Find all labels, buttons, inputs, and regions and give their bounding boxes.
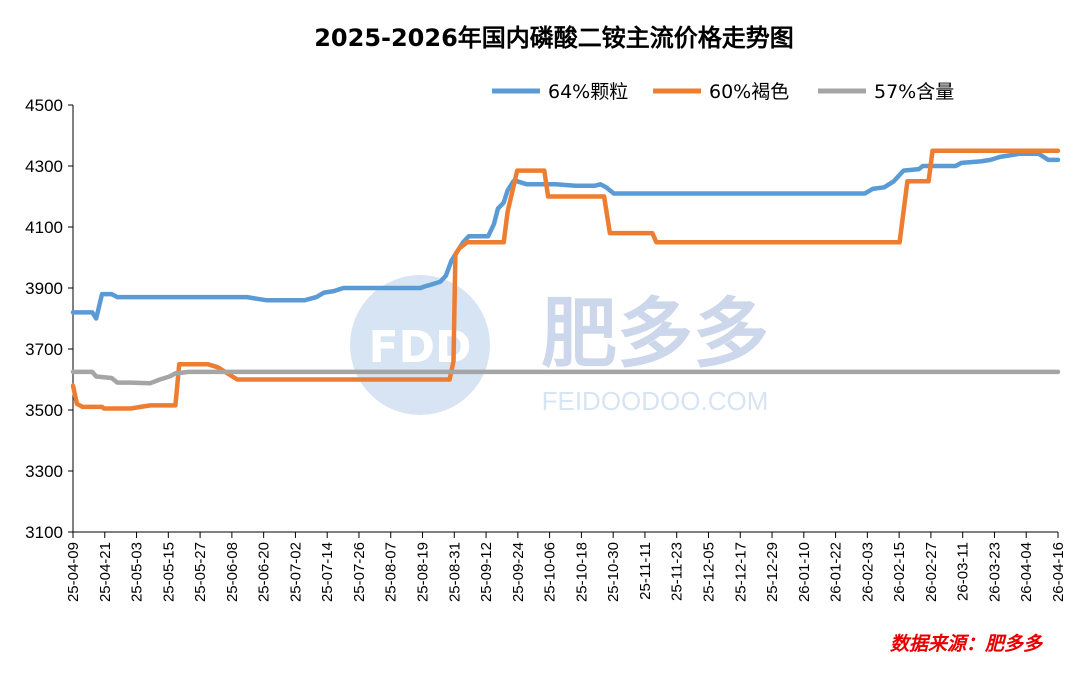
x-tick-label: 25-06-08 bbox=[224, 542, 241, 602]
x-tick-label: 25-05-27 bbox=[192, 542, 209, 602]
y-tick-label: 3100 bbox=[25, 523, 63, 542]
x-tick-label: 25-07-26 bbox=[351, 542, 368, 602]
y-tick-label: 4500 bbox=[25, 96, 63, 115]
y-tick-label: 3300 bbox=[25, 462, 63, 481]
series-layer bbox=[70, 148, 1061, 411]
legend: 64%颗粒 60%褐色 57%含量 bbox=[492, 81, 954, 103]
y-axis: 3100 3300 3500 3700 3900 4100 4300 4500 bbox=[25, 96, 74, 542]
series-line-2 bbox=[70, 148, 1061, 411]
x-tick-label: 25-04-21 bbox=[97, 542, 114, 602]
x-tick-label: 25-10-30 bbox=[605, 542, 622, 602]
legend-label: 64%颗粒 bbox=[548, 81, 628, 103]
x-tick-label: 26-01-10 bbox=[796, 542, 813, 602]
x-tick-label: 25-07-02 bbox=[287, 542, 304, 602]
y-tick-label: 4300 bbox=[25, 157, 63, 176]
x-tick-label: 25-12-17 bbox=[732, 542, 749, 602]
x-tick-label: 25-08-31 bbox=[446, 542, 463, 602]
x-tick-label: 25-10-06 bbox=[542, 542, 559, 602]
x-tick-label: 25-04-09 bbox=[65, 542, 82, 602]
watermark: FDD 肥多多 FEIDOODOO.COM bbox=[350, 275, 769, 416]
legend-label: 57%含量 bbox=[874, 81, 954, 103]
x-tick-label: 25-08-07 bbox=[383, 542, 400, 602]
watermark-brand-text: 肥多多 bbox=[541, 289, 769, 378]
x-tick-label: 26-02-27 bbox=[923, 542, 940, 602]
x-tick-label: 25-11-11 bbox=[637, 542, 654, 600]
x-tick-label: 26-01-22 bbox=[828, 542, 845, 602]
y-tick-label: 3700 bbox=[25, 340, 63, 359]
x-tick-label: 25-08-19 bbox=[415, 542, 432, 602]
x-tick-label: 26-04-16 bbox=[1050, 542, 1067, 602]
x-tick-label: 26-02-15 bbox=[891, 542, 908, 602]
x-tick-label: 26-03-11 bbox=[955, 542, 972, 601]
x-tick-label: 25-05-03 bbox=[129, 542, 146, 602]
source-label: 数据来源：肥多多 bbox=[890, 633, 1044, 655]
x-tick-label: 25-09-24 bbox=[510, 542, 527, 602]
series-line-3 bbox=[70, 369, 1061, 386]
y-tick-label: 3500 bbox=[25, 401, 63, 420]
x-tick-label: 25-10-18 bbox=[573, 542, 590, 602]
x-axis: 25-04-09 25-04-21 25-05-03 25-05-15 25-05-27… bbox=[65, 531, 1067, 602]
x-tick-label: 26-03-23 bbox=[986, 542, 1003, 602]
x-tick-label: 25-05-15 bbox=[160, 542, 177, 602]
x-tick-label: 25-07-14 bbox=[319, 542, 336, 602]
x-tick-label: 26-04-04 bbox=[1018, 542, 1035, 602]
x-tick-label: 25-09-12 bbox=[478, 542, 495, 602]
y-tick-label: 3900 bbox=[25, 279, 63, 298]
x-tick-label: 25-12-05 bbox=[700, 542, 717, 602]
watermark-url-text: FEIDOODOO.COM bbox=[542, 386, 769, 416]
x-tick-label: 26-02-03 bbox=[859, 542, 876, 602]
x-tick-label: 25-11-23 bbox=[669, 542, 686, 601]
x-tick-label: 25-06-20 bbox=[256, 542, 273, 602]
chart-title: 2025-2026年国内磷酸二铵主流价格走势图 bbox=[314, 24, 794, 52]
y-tick-label: 4100 bbox=[25, 218, 63, 237]
legend-label: 60%褐色 bbox=[709, 81, 789, 103]
x-tick-label: 25-12-29 bbox=[764, 542, 781, 602]
